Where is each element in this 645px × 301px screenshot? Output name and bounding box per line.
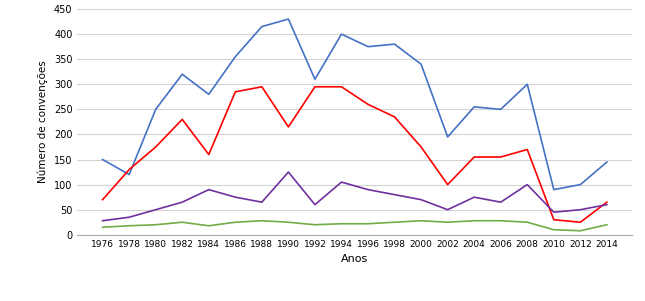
CC — [232, 90, 239, 94]
AE — [179, 200, 186, 204]
AE — [99, 219, 106, 222]
Total IRCT — [577, 183, 584, 186]
Total IRCT — [284, 17, 292, 21]
Total IRCT — [417, 62, 425, 66]
Total IRCT — [444, 135, 452, 139]
CC — [205, 153, 213, 156]
AE — [470, 195, 478, 199]
AE — [391, 193, 399, 197]
AC — [470, 219, 478, 222]
CC — [391, 115, 399, 119]
AC — [284, 220, 292, 224]
Line: Total IRCT: Total IRCT — [103, 19, 607, 190]
CC — [284, 125, 292, 129]
AC — [152, 223, 159, 227]
CC — [152, 145, 159, 149]
Total IRCT — [205, 92, 213, 96]
Line: AE: AE — [103, 172, 607, 221]
Total IRCT — [550, 188, 558, 191]
CC — [364, 103, 372, 106]
AE — [337, 180, 345, 184]
CC — [179, 118, 186, 121]
Total IRCT — [232, 55, 239, 58]
AC — [232, 220, 239, 224]
AC — [417, 219, 425, 222]
AE — [311, 203, 319, 206]
CC — [311, 85, 319, 88]
AC — [99, 225, 106, 229]
CC — [258, 85, 266, 88]
AC — [391, 220, 399, 224]
Line: CC: CC — [103, 87, 607, 222]
Total IRCT — [603, 160, 611, 164]
AC — [497, 219, 504, 222]
AE — [284, 170, 292, 174]
CC — [125, 168, 133, 171]
AC — [523, 220, 531, 224]
AC — [337, 222, 345, 225]
Total IRCT — [152, 107, 159, 111]
AC — [258, 219, 266, 222]
AE — [232, 195, 239, 199]
AC — [205, 224, 213, 228]
AE — [125, 216, 133, 219]
AE — [550, 210, 558, 214]
Y-axis label: Número de convenções: Número de convenções — [38, 61, 48, 183]
CC — [550, 218, 558, 222]
Total IRCT — [125, 173, 133, 176]
Line: AC: AC — [103, 221, 607, 231]
AE — [444, 208, 452, 212]
Total IRCT — [99, 158, 106, 161]
AE — [603, 203, 611, 206]
Total IRCT — [391, 42, 399, 46]
AE — [577, 208, 584, 212]
CC — [523, 148, 531, 151]
Total IRCT — [523, 82, 531, 86]
Total IRCT — [337, 32, 345, 36]
AE — [258, 200, 266, 204]
AC — [311, 223, 319, 227]
AC — [550, 228, 558, 231]
AC — [125, 224, 133, 228]
AC — [444, 220, 452, 224]
AC — [179, 220, 186, 224]
CC — [337, 85, 345, 88]
AE — [523, 183, 531, 186]
X-axis label: Anos: Anos — [341, 254, 368, 264]
CC — [497, 155, 504, 159]
Total IRCT — [497, 107, 504, 111]
CC — [577, 220, 584, 224]
CC — [470, 155, 478, 159]
AE — [152, 208, 159, 212]
AE — [205, 188, 213, 191]
CC — [99, 198, 106, 201]
AE — [417, 198, 425, 201]
Total IRCT — [179, 73, 186, 76]
AE — [497, 200, 504, 204]
Total IRCT — [311, 77, 319, 81]
Total IRCT — [258, 25, 266, 28]
CC — [444, 183, 452, 186]
CC — [417, 145, 425, 149]
CC — [603, 200, 611, 204]
AC — [603, 223, 611, 227]
Total IRCT — [470, 105, 478, 109]
AC — [364, 222, 372, 225]
AC — [577, 229, 584, 233]
Total IRCT — [364, 45, 372, 48]
AE — [364, 188, 372, 191]
